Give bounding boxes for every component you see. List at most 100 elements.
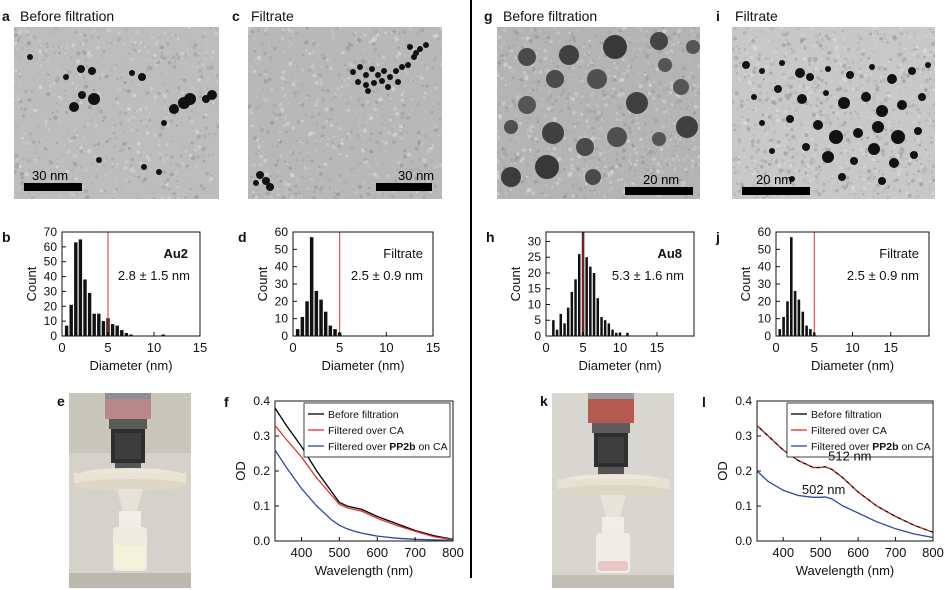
- tem-texture: [837, 162, 839, 164]
- tem-texture: [680, 48, 686, 53]
- tem-texture: [758, 99, 762, 103]
- tem-texture: [55, 142, 59, 145]
- tem-texture: [800, 131, 805, 135]
- tem-texture: [263, 69, 268, 74]
- tem-texture: [343, 190, 346, 193]
- tem-texture: [352, 113, 354, 115]
- tem-texture: [387, 123, 389, 126]
- tem-texture: [371, 38, 376, 43]
- tem-texture: [819, 27, 823, 31]
- tem-texture: [744, 48, 747, 51]
- tem-texture: [557, 95, 561, 99]
- tem-texture: [854, 103, 857, 106]
- tem-texture: [336, 86, 340, 90]
- tem-texture: [811, 86, 814, 89]
- tem-texture: [933, 124, 935, 126]
- tem-texture: [419, 75, 423, 79]
- tem-texture: [884, 63, 888, 67]
- tem-texture: [924, 148, 927, 151]
- tem-texture: [790, 155, 793, 158]
- tem-texture: [263, 73, 266, 76]
- tem-texture: [527, 135, 532, 139]
- tem-texture: [288, 166, 292, 170]
- tem-texture: [169, 76, 172, 79]
- tem-texture: [187, 27, 192, 30]
- tem-texture: [268, 165, 270, 167]
- tem-texture: [867, 154, 870, 157]
- tem-texture: [188, 146, 191, 149]
- tem-texture: [816, 172, 821, 177]
- tem-texture: [353, 60, 357, 64]
- scale-label-g: 20 nm: [643, 172, 680, 187]
- tem-texture: [766, 39, 770, 43]
- tem-texture: [73, 93, 77, 97]
- tem-texture: [200, 147, 206, 152]
- tem-texture: [101, 97, 104, 99]
- tem-texture: [90, 134, 93, 137]
- tem-texture: [535, 87, 540, 92]
- tem-texture: [197, 134, 201, 139]
- tem-texture: [734, 91, 739, 96]
- tem-texture: [206, 66, 211, 71]
- tem-texture: [908, 162, 912, 166]
- tem-texture: [819, 46, 822, 50]
- tem-texture: [334, 121, 338, 125]
- tem-texture: [14, 169, 17, 174]
- tem-texture: [105, 92, 108, 95]
- tem-texture: [20, 136, 25, 140]
- histogram-bar: [615, 332, 618, 336]
- tem-texture: [573, 138, 577, 142]
- panel-letter-c: c: [232, 8, 240, 24]
- tem-texture: [57, 95, 61, 99]
- tem-texture: [329, 157, 333, 161]
- tem-texture: [176, 186, 179, 189]
- tem-texture: [509, 188, 512, 191]
- tem-texture: [788, 77, 792, 80]
- tem-texture: [772, 63, 775, 66]
- tem-texture: [674, 177, 677, 179]
- tem-texture: [515, 31, 520, 35]
- tem-texture: [394, 36, 399, 42]
- tem-texture: [48, 149, 51, 151]
- tem-texture: [860, 164, 865, 168]
- tem-texture: [895, 178, 899, 182]
- tem-texture: [849, 116, 854, 121]
- tem-texture: [325, 58, 329, 61]
- tem-texture: [500, 159, 505, 165]
- tem-texture: [122, 88, 127, 92]
- tem-texture: [635, 47, 637, 50]
- tem-texture: [865, 148, 869, 152]
- tem-texture: [134, 175, 136, 178]
- tem-texture: [351, 47, 354, 50]
- tem-texture: [638, 130, 643, 135]
- tem-texture: [636, 159, 639, 162]
- tem-texture: [570, 167, 575, 171]
- tem-texture: [17, 98, 21, 102]
- histogram-bar: [295, 329, 300, 336]
- tem-texture: [182, 80, 186, 83]
- tem-texture: [873, 175, 876, 178]
- tem-texture: [217, 100, 219, 104]
- tem-texture: [675, 158, 677, 160]
- tem-texture: [743, 103, 746, 106]
- tem-texture: [386, 149, 390, 153]
- tem-texture: [409, 193, 413, 198]
- tem-texture: [668, 117, 671, 121]
- tem-texture: [160, 126, 165, 131]
- tem-texture: [820, 69, 823, 73]
- tem-texture: [213, 56, 217, 59]
- tem-texture: [431, 67, 435, 70]
- tem-texture: [632, 195, 637, 199]
- tem-texture: [44, 120, 47, 123]
- legend-entry: Before filtration: [811, 409, 882, 421]
- tem-texture: [83, 84, 89, 89]
- tem-texture: [784, 53, 788, 57]
- tem-texture: [802, 87, 806, 91]
- nanoparticle: [650, 32, 668, 50]
- tem-texture: [624, 61, 626, 63]
- tem-texture: [54, 193, 59, 198]
- tem-texture: [388, 165, 390, 167]
- tem-texture: [899, 31, 904, 36]
- nanoparticle: [868, 143, 880, 155]
- tem-texture: [440, 67, 442, 70]
